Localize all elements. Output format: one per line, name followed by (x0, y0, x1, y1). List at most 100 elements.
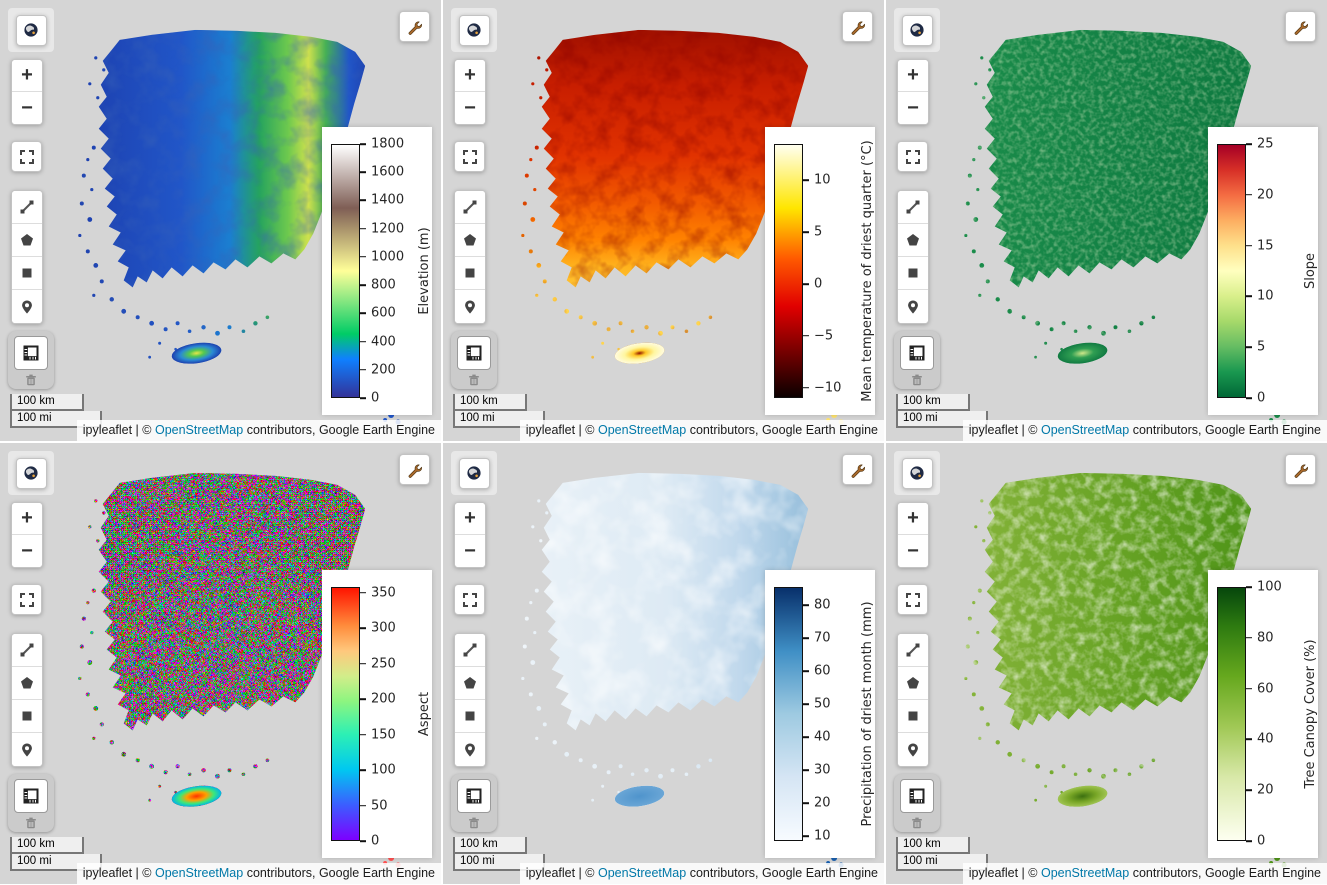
zoom-in-button[interactable]: + (455, 60, 485, 92)
basemap-globe-button[interactable] (458, 457, 490, 489)
measure-button[interactable] (900, 779, 934, 813)
colorbar-tick-mark (360, 368, 366, 371)
zoom-in-button[interactable]: + (455, 503, 485, 535)
colorbar-axis-label: Slope (1303, 252, 1318, 290)
trash-icon (26, 374, 36, 385)
rectangle-icon (465, 711, 475, 721)
basemap-globe-button[interactable] (901, 457, 933, 489)
marker-icon (22, 300, 32, 314)
map-raster[interactable] (886, 443, 1327, 884)
draw-polyline-button[interactable] (455, 191, 485, 224)
basemap-globe-button[interactable] (901, 14, 933, 46)
zoom-out-button[interactable]: − (898, 535, 928, 567)
colorbar-axis-label: Aspect (417, 691, 432, 737)
zoom-out-button[interactable]: − (455, 535, 485, 567)
draw-polygon-button[interactable] (898, 224, 928, 257)
colorbar-tick-label: 5 (1257, 339, 1266, 355)
colorbar: 10 20 30 40 50 60 70 80 Precipitation of driest… (765, 570, 875, 858)
scale-km-label: 100 km (896, 836, 970, 854)
colorbar-tick-mark (360, 199, 366, 202)
colorbar-tick-label: 1400 (371, 192, 405, 208)
colorbar-tick-mark (360, 804, 366, 807)
measure-button[interactable] (14, 336, 48, 370)
draw-polygon-button[interactable] (12, 667, 42, 700)
draw-rectangle-button[interactable] (898, 700, 928, 733)
toolbar-wrench-button[interactable] (399, 454, 430, 485)
draw-polygon-button[interactable] (455, 224, 485, 257)
openstreetmap-link[interactable]: OpenStreetMap (1040, 423, 1130, 437)
draw-polyline-button[interactable] (898, 634, 928, 667)
toolbar-wrench-button[interactable] (1285, 454, 1316, 485)
draw-polygon-button[interactable] (455, 667, 485, 700)
colorbar-tick-label: 20 (1257, 187, 1274, 203)
rectangle-icon (908, 268, 918, 278)
trash-button[interactable] (467, 815, 481, 830)
openstreetmap-link[interactable]: OpenStreetMap (154, 866, 244, 880)
openstreetmap-link[interactable]: OpenStreetMap (597, 423, 687, 437)
toolbar-wrench-button[interactable] (842, 454, 873, 485)
zoom-in-button[interactable]: + (12, 60, 42, 92)
trash-button[interactable] (24, 372, 38, 387)
measure-button[interactable] (900, 336, 934, 370)
draw-polyline-button[interactable] (455, 634, 485, 667)
draw-marker-button[interactable] (12, 733, 42, 766)
draw-polyline-button[interactable] (12, 191, 42, 224)
draw-polygon-button[interactable] (898, 667, 928, 700)
map-raster[interactable] (443, 0, 884, 441)
ruler-icon (23, 345, 39, 361)
draw-polyline-button[interactable] (12, 634, 42, 667)
map-raster[interactable] (0, 0, 441, 441)
zoom-in-button[interactable]: + (898, 503, 928, 535)
map-raster[interactable] (886, 0, 1327, 441)
draw-rectangle-button[interactable] (455, 257, 485, 290)
draw-marker-button[interactable] (898, 290, 928, 323)
basemap-globe-button[interactable] (458, 14, 490, 46)
measure-button[interactable] (14, 779, 48, 813)
zoom-out-button[interactable]: − (12, 92, 42, 124)
colorbar-tick-label: 1600 (371, 164, 405, 180)
draw-marker-button[interactable] (12, 290, 42, 323)
map-raster[interactable] (0, 443, 441, 884)
ruler-icon (466, 345, 482, 361)
draw-marker-button[interactable] (898, 733, 928, 766)
zoom-out-button[interactable]: − (455, 92, 485, 124)
fullscreen-button[interactable] (454, 584, 485, 615)
draw-rectangle-button[interactable] (12, 700, 42, 733)
zoom-in-button[interactable]: + (12, 503, 42, 535)
trash-button[interactable] (910, 815, 924, 830)
map-raster[interactable] (443, 443, 884, 884)
measure-button[interactable] (457, 336, 491, 370)
toolbar-wrench-button[interactable] (842, 11, 873, 42)
zoom-out-button[interactable]: − (12, 535, 42, 567)
draw-rectangle-button[interactable] (898, 257, 928, 290)
measure-control (451, 774, 497, 832)
openstreetmap-link[interactable]: OpenStreetMap (1040, 866, 1130, 880)
fullscreen-button[interactable] (11, 584, 42, 615)
openstreetmap-link[interactable]: OpenStreetMap (597, 866, 687, 880)
scale-control: 100 km 100 mi (10, 393, 102, 428)
draw-rectangle-button[interactable] (12, 257, 42, 290)
draw-marker-button[interactable] (455, 290, 485, 323)
basemap-globe-button[interactable] (15, 14, 47, 46)
zoom-out-button[interactable]: − (898, 92, 928, 124)
toolbar-wrench-button[interactable] (399, 11, 430, 42)
draw-marker-button[interactable] (455, 733, 485, 766)
toolbar-wrench-button[interactable] (1285, 11, 1316, 42)
colorbar-tick-mark (803, 386, 809, 389)
polygon-icon (464, 677, 476, 689)
trash-button[interactable] (467, 372, 481, 387)
trash-button[interactable] (910, 372, 924, 387)
fullscreen-button[interactable] (897, 141, 928, 172)
trash-button[interactable] (24, 815, 38, 830)
fullscreen-button[interactable] (454, 141, 485, 172)
measure-button[interactable] (457, 779, 491, 813)
basemap-globe-button[interactable] (15, 457, 47, 489)
draw-polygon-button[interactable] (12, 224, 42, 257)
draw-polyline-button[interactable] (898, 191, 928, 224)
colorbar-tick-label: 10 (814, 172, 831, 188)
openstreetmap-link[interactable]: OpenStreetMap (154, 423, 244, 437)
zoom-in-button[interactable]: + (898, 60, 928, 92)
fullscreen-button[interactable] (897, 584, 928, 615)
draw-rectangle-button[interactable] (455, 700, 485, 733)
fullscreen-button[interactable] (11, 141, 42, 172)
